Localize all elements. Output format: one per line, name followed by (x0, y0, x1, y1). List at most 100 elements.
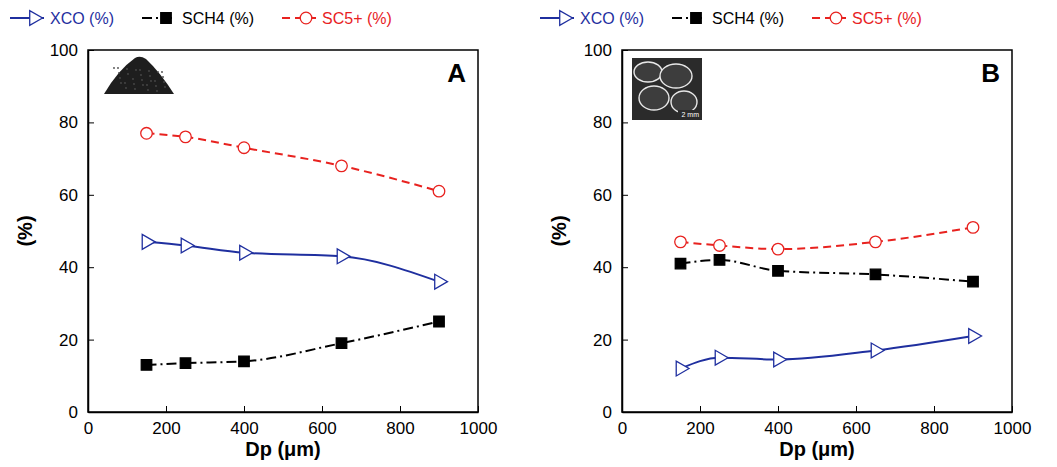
inset-image: 2 mm (632, 58, 702, 120)
inset-texture (124, 82, 126, 84)
data-point (773, 266, 783, 276)
data-point (870, 236, 882, 248)
tick-mark (622, 195, 628, 196)
tick-mark (88, 340, 94, 341)
legend-marker (830, 12, 842, 24)
inset-shape (104, 57, 174, 94)
legend-marker (300, 12, 312, 24)
tick-mark (622, 267, 628, 268)
inset-texture (118, 72, 120, 74)
chart-canvas: 02004006008001000020406080100Dp (μm)(%)A… (0, 0, 1057, 467)
tick: 100 (584, 41, 628, 60)
inset-cell (660, 64, 692, 88)
tick-mark (88, 195, 94, 196)
tick-label: 80 (59, 113, 78, 132)
tick-mark (856, 406, 857, 412)
tick-label: 600 (842, 419, 870, 438)
axis-line (88, 51, 90, 413)
x-axis-title: Dp (μm) (779, 438, 855, 460)
inset-texture (119, 77, 121, 79)
tick-mark (622, 340, 628, 341)
panel-label: A (447, 58, 466, 88)
tick-mark (1012, 406, 1013, 412)
data-point (969, 329, 982, 344)
data-point (181, 238, 194, 253)
tick-label: 100 (50, 41, 78, 60)
x-axis-title: Dp (μm) (245, 438, 321, 460)
inset-texture (146, 84, 148, 86)
tick: 400 (764, 406, 792, 438)
data-point (336, 338, 346, 348)
inset-texture (148, 70, 150, 72)
tick: 800 (386, 406, 414, 438)
inset-texture (150, 80, 152, 82)
tick: 600 (308, 406, 336, 438)
legend-marker (30, 11, 43, 26)
tick: 1000 (460, 406, 498, 438)
inset-cell (634, 62, 662, 82)
inset-texture (162, 76, 164, 78)
legend-marker (560, 11, 573, 26)
legend-label: SCH4 (%) (712, 10, 784, 27)
panel: 02004006008001000020406080100Dp (μm)(%)A… (10, 10, 497, 460)
tick: 1000 (994, 406, 1032, 438)
tick-label: 200 (686, 419, 714, 438)
plot-frame (622, 50, 1012, 412)
tick: 0 (603, 403, 628, 422)
tick-mark (478, 406, 479, 412)
axis-line (89, 412, 479, 414)
plot-area (675, 222, 982, 376)
inset-texture (155, 85, 157, 87)
tick: 200 (152, 406, 180, 438)
data-point (435, 274, 448, 289)
legend-item: XCO (%) (540, 10, 644, 27)
inset-texture (154, 80, 156, 82)
tick: 20 (59, 331, 94, 350)
data-point (675, 236, 687, 248)
tick-mark (88, 50, 94, 51)
data-point (141, 360, 151, 370)
tick: 600 (842, 406, 870, 438)
data-point (434, 316, 444, 326)
inset-texture (156, 90, 158, 92)
legend-item: SC5+ (%) (812, 10, 922, 27)
inset-texture (135, 69, 137, 71)
inset-cell (639, 86, 669, 110)
inset-texture (120, 82, 122, 84)
legend-item: SCH4 (%) (672, 10, 784, 27)
inset-texture (164, 86, 166, 88)
tick: 40 (59, 258, 94, 277)
tick: 400 (230, 406, 258, 438)
tick-label: 40 (593, 258, 612, 277)
tick-mark (700, 406, 701, 412)
tick-label: 20 (59, 331, 78, 350)
y-axis-title: (%) (14, 215, 36, 246)
data-point (240, 245, 253, 260)
data-point (142, 234, 155, 249)
tick-mark (244, 406, 245, 412)
legend-label: SC5+ (%) (322, 10, 392, 27)
tick: 100 (50, 41, 94, 60)
tick-label: 1000 (994, 419, 1032, 438)
data-point (336, 160, 348, 172)
tick-label: 40 (59, 258, 78, 277)
x-axis: 02004006008001000 (84, 406, 498, 438)
tick-mark (622, 412, 628, 413)
inset-texture (113, 67, 115, 69)
inset-texture (141, 79, 143, 81)
inset-background (632, 58, 702, 120)
legend-label: XCO (%) (50, 10, 114, 27)
tick: 80 (59, 113, 94, 132)
inset-texture (126, 68, 128, 70)
panel-label: B (981, 58, 1000, 88)
data-point (675, 258, 685, 268)
inset-texture (133, 83, 135, 85)
inset-texture (149, 75, 151, 77)
data-point (337, 249, 350, 264)
annotation: 2 mm (682, 111, 700, 118)
tick-label: 400 (230, 419, 258, 438)
data-point (141, 127, 153, 139)
y-axis-title: (%) (548, 215, 570, 246)
inset-texture (142, 84, 144, 86)
axis-line (622, 51, 624, 413)
